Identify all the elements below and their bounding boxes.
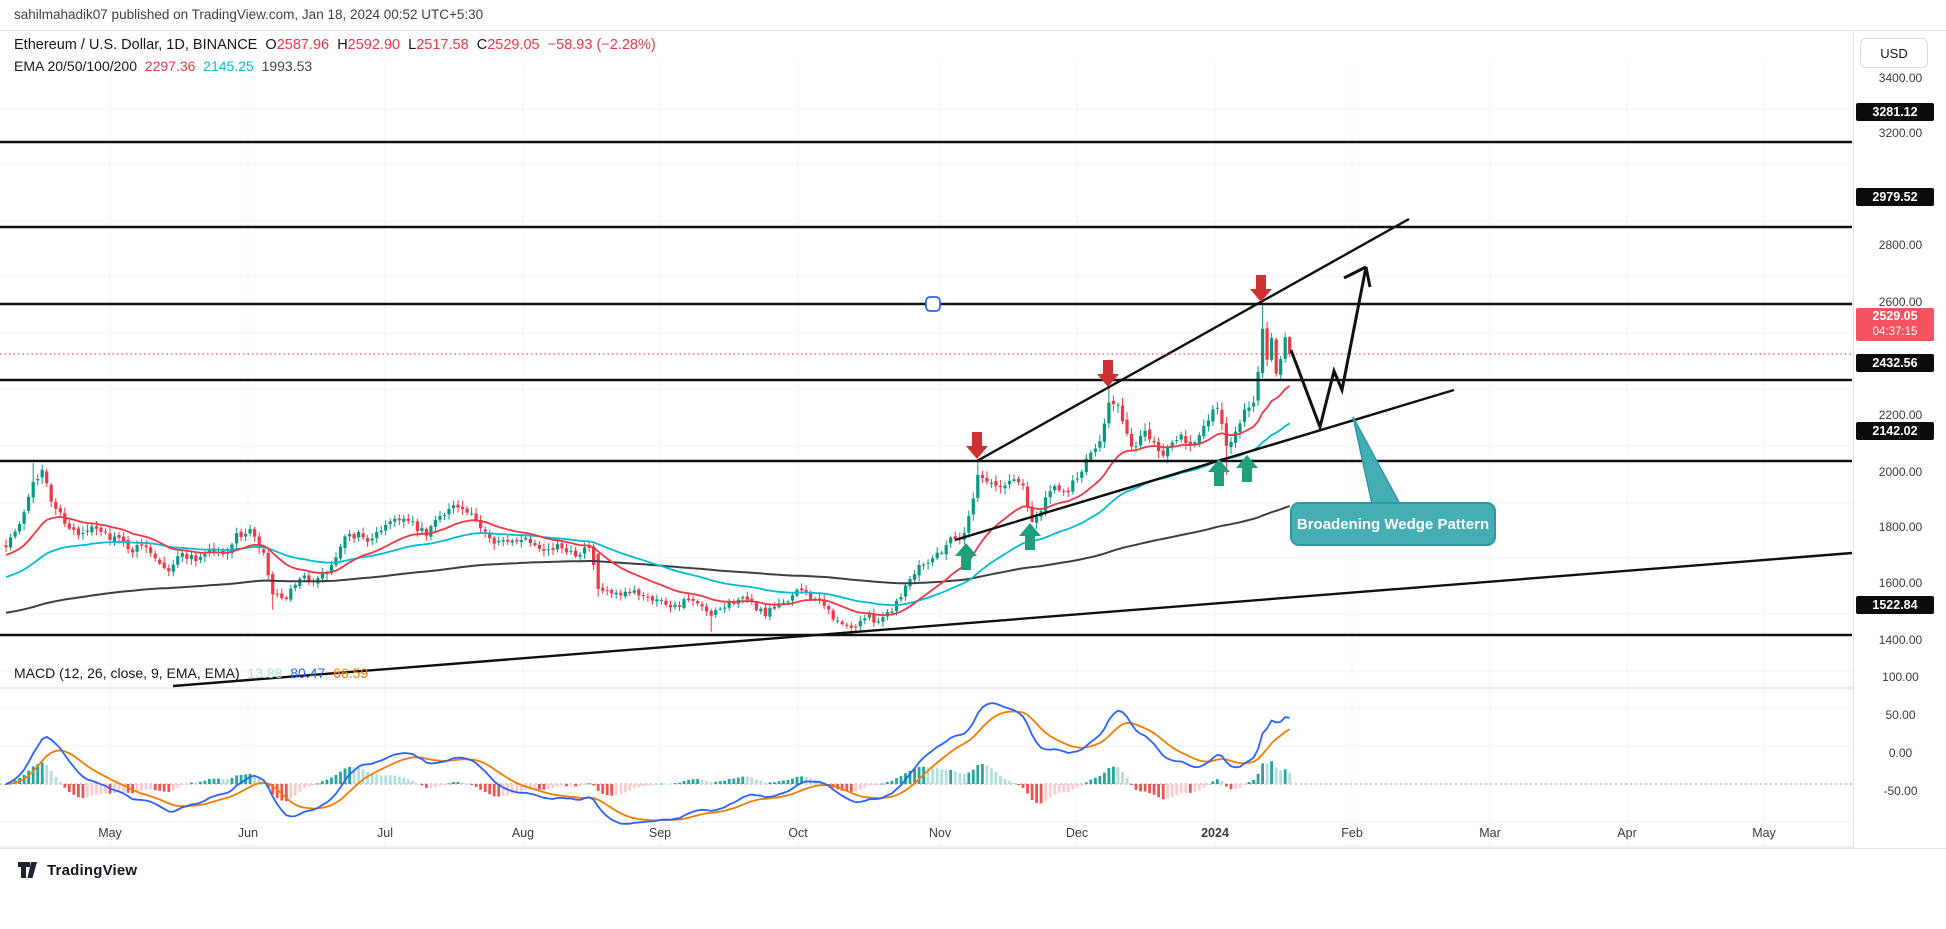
macd-legend[interactable]: MACD (12, 26, close, 9, EMA, EMA) 13.88 … [14,665,368,681]
ema-200-line[interactable] [5,505,1291,614]
time-tick-label: 2024 [1201,826,1229,840]
ohlc-high-value: 2592.90 [347,37,401,53]
time-tick-label: Jul [377,826,393,840]
sell-arrow-icon[interactable] [1097,360,1119,387]
bar-countdown: 04:37:15 [1872,326,1918,338]
buy-arrow-icon[interactable] [1019,523,1041,550]
time-tick-label: May [98,826,122,840]
ema-legend[interactable]: EMA 20/50/100/200 2297.36 2145.25 1993.5… [14,58,312,74]
ohlc-low-value: 2517.58 [416,37,469,53]
wedge-upper [976,217,1410,463]
price-level-badge: 3281.12 [1856,103,1934,121]
buy-arrow-icon[interactable] [955,543,977,570]
price-tick-label: 3400.00 [1878,71,1923,85]
price-tick-label: 100.00 [1882,670,1919,684]
ema-label: EMA 20/50/100/200 [14,58,137,74]
time-tick-label: Feb [1341,826,1363,840]
current-price-badge: 2529.05 04:37:15 [1856,308,1934,341]
price-level-badge: 2142.02 [1856,422,1934,440]
ohlc-close-label: C [476,37,488,53]
macd-params: (12, 26, close, 9, EMA, EMA) [59,665,240,681]
time-tick-label: Jun [237,826,259,840]
chart-card: Ethereum / U.S. Dollar, 1D, BINANCE O258… [0,30,1946,849]
currency-button[interactable]: USD [1860,38,1928,68]
long-support [172,551,1853,688]
macd-signal-line[interactable] [5,710,1291,822]
trendlines[interactable] [172,217,1853,688]
gridlines [0,62,1852,847]
price-tick-label: -50.00 [1883,784,1918,798]
price-level-badge: 2432.56 [1856,354,1934,372]
ema-20-line[interactable] [5,385,1291,616]
price-tick-label: 3200.00 [1878,126,1923,140]
pattern-callout[interactable]: Broadening Wedge Pattern [1290,502,1496,546]
ohlc-close-value: 2529.05 [487,37,540,53]
price-level-badge: 2979.52 [1856,188,1934,206]
macd-histogram [4,761,1292,804]
symbol-legend[interactable]: Ethereum / U.S. Dollar, 1D, BINANCE O258… [14,37,656,53]
price-tick-label: 2200.00 [1878,408,1923,422]
price-tick-label: 1600.00 [1878,576,1923,590]
time-tick-label: Apr [1617,826,1637,840]
price-tick-label: 2600.00 [1878,295,1923,309]
sell-arrow-icon[interactable] [966,432,988,459]
time-tick-label: Sep [648,826,672,840]
time-tick-label: Nov [928,826,952,840]
macd-main-line[interactable] [5,702,1290,825]
ema20-value: 2297.36 [144,58,196,74]
buy-arrow-icon[interactable] [1208,459,1230,486]
forecast-zigzag-arrow[interactable] [1289,266,1368,433]
price-tick-label: 50.00 [1885,708,1916,722]
drawing-anchor-handle[interactable] [925,296,941,312]
tradingview-logo-text[interactable]: TradingView [47,861,138,879]
wedge-lower [954,388,1455,542]
time-tick-label: Oct [788,826,808,840]
pattern-callout-text: Broadening Wedge Pattern [1296,515,1490,533]
price-tick-label: 2000.00 [1878,465,1923,479]
ohlc-open-value: 2587.96 [276,37,330,53]
macd-signal-value: 66.59 [333,665,369,681]
chart-plot-area[interactable] [0,31,1946,929]
sell-arrow-icon[interactable] [1250,275,1272,302]
macd-label: MACD [14,665,56,681]
ema50-value: 2145.25 [203,58,254,74]
macd-line-value: 80.47 [290,665,326,681]
current-price-value: 2529.05 [1872,309,1918,323]
time-axis[interactable]: May Jun Jul Aug Sep Oct Nov Dec 2024 Feb Mar Apr May [0,823,1852,847]
macd-hist-value: 13.88 [247,665,283,681]
currency-label: USD [1880,45,1908,61]
time-tick-label: May [1752,826,1776,840]
ohlc-open-label: O [265,37,277,53]
price-axis[interactable]: USD 2529.05 04:37:15 3400.00 3200.00 2800.… [1853,31,1946,848]
time-tick-label: Dec [1065,826,1089,840]
tradingview-logo-icon[interactable] [18,860,40,880]
price-tick-label: 0.00 [1888,746,1913,760]
time-tick-label: Mar [1479,826,1501,840]
ohlc-low-label: L [408,37,417,53]
publish-bar: sahilmahadik07 published on TradingView.… [14,7,483,22]
symbol-title[interactable]: Ethereum / U.S. Dollar, 1D, BINANCE [14,37,258,53]
publish-text: sahilmahadik07 published on TradingView.… [14,7,484,22]
ema200-value: 1993.53 [261,58,313,74]
price-tick-label: 2800.00 [1878,238,1923,252]
change-value: −58.93 (−2.28%) [547,37,656,53]
price-tick-label: 1400.00 [1878,633,1923,647]
time-tick-label: Aug [511,826,535,840]
ema-50-line[interactable] [5,422,1291,607]
ohlc-high-label: H [337,37,348,53]
footer: TradingView [18,860,137,880]
price-level-badge: 1522.84 [1856,596,1934,614]
buy-arrow-icon[interactable] [1236,455,1258,482]
price-tick-label: 1800.00 [1878,520,1923,534]
